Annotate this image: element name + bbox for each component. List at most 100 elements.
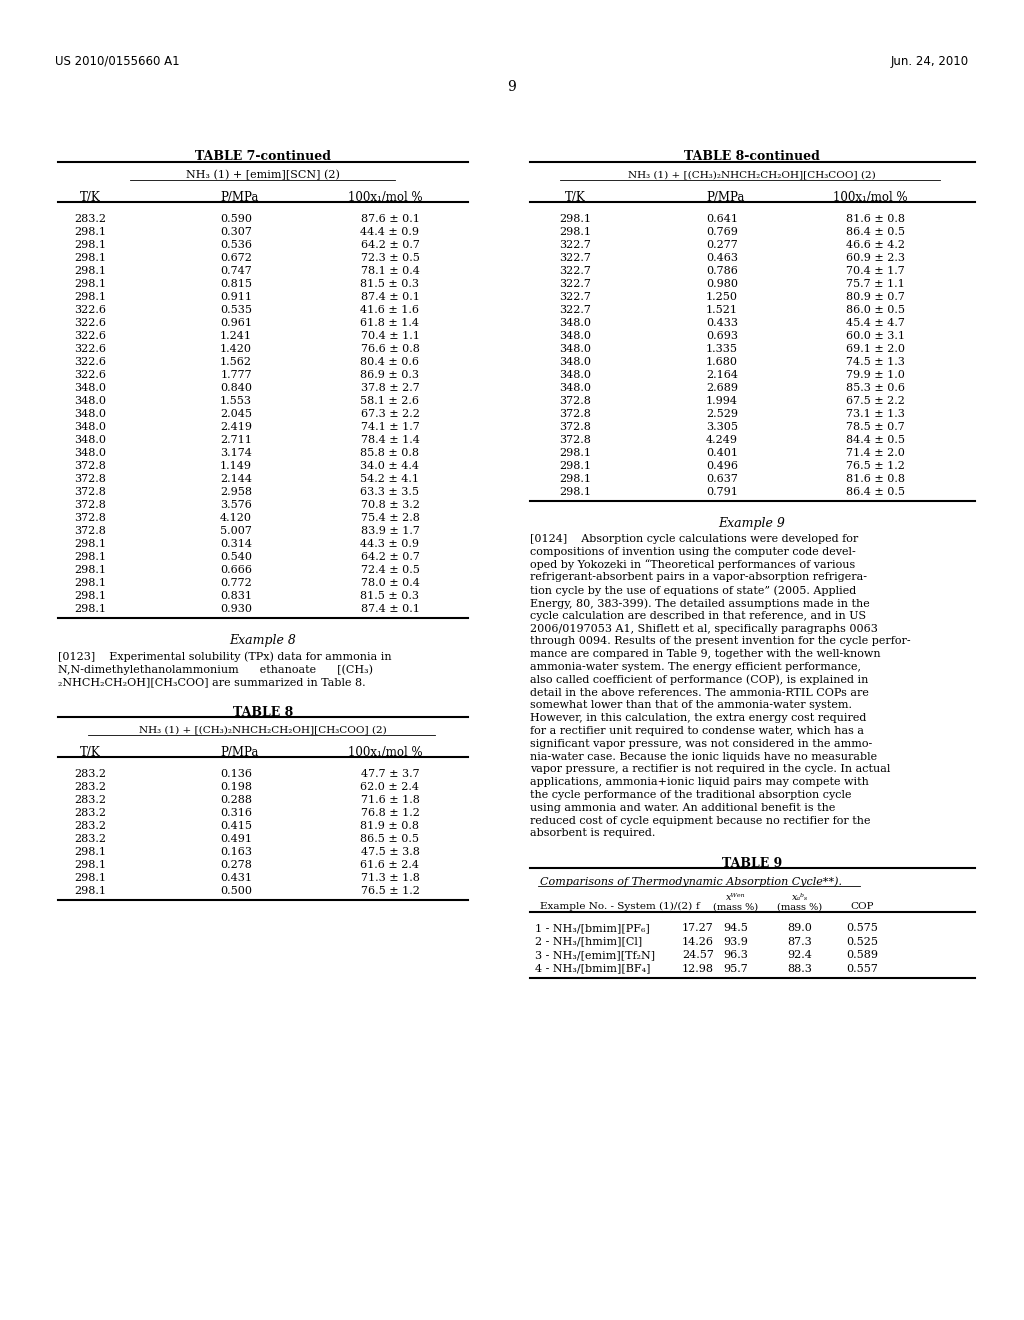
Text: 1.562: 1.562 (220, 356, 252, 367)
Text: 372.8: 372.8 (74, 461, 105, 471)
Text: 298.1: 298.1 (559, 214, 591, 224)
Text: 348.0: 348.0 (559, 383, 591, 393)
Text: Example No. - System (1)/(2): Example No. - System (1)/(2) (540, 902, 692, 911)
Text: oped by Yokozeki in “Theoretical performances of various: oped by Yokozeki in “Theoretical perform… (530, 560, 855, 570)
Text: somewhat lower than that of the ammonia-water system.: somewhat lower than that of the ammonia-… (530, 701, 852, 710)
Text: 89.0: 89.0 (787, 923, 812, 933)
Text: [0124]    Absorption cycle calculations were developed for: [0124] Absorption cycle calculations wer… (530, 535, 858, 544)
Text: 372.8: 372.8 (74, 513, 105, 523)
Text: 80.9 ± 0.7: 80.9 ± 0.7 (846, 292, 904, 302)
Text: 283.2: 283.2 (74, 821, 106, 832)
Text: 348.0: 348.0 (74, 383, 106, 393)
Text: 1.241: 1.241 (220, 331, 252, 341)
Text: 322.7: 322.7 (559, 253, 591, 263)
Text: 0.433: 0.433 (706, 318, 738, 327)
Text: 100x₁/mol %: 100x₁/mol % (348, 746, 422, 759)
Text: 0.693: 0.693 (706, 331, 738, 341)
Text: 78.4 ± 1.4: 78.4 ± 1.4 (360, 436, 420, 445)
Text: 64.2 ± 0.7: 64.2 ± 0.7 (360, 240, 420, 249)
Text: detail in the above references. The ammonia-RTIL COPs are: detail in the above references. The ammo… (530, 688, 869, 697)
Text: tion cycle by the use of equations of state” (2005. Applied: tion cycle by the use of equations of st… (530, 585, 856, 595)
Text: 47.7 ± 3.7: 47.7 ± 3.7 (360, 770, 419, 779)
Text: f: f (696, 902, 699, 911)
Text: 64.2 ± 0.7: 64.2 ± 0.7 (360, 552, 420, 562)
Text: 0.278: 0.278 (220, 861, 252, 870)
Text: TABLE 7-continued: TABLE 7-continued (195, 150, 331, 162)
Text: 0.277: 0.277 (707, 240, 738, 249)
Text: 298.1: 298.1 (74, 873, 106, 883)
Text: 298.1: 298.1 (74, 591, 106, 601)
Text: 348.0: 348.0 (559, 356, 591, 367)
Text: 0.316: 0.316 (220, 808, 252, 818)
Text: 0.540: 0.540 (220, 552, 252, 562)
Text: 298.1: 298.1 (74, 847, 106, 857)
Text: 3.576: 3.576 (220, 500, 252, 510)
Text: 45.4 ± 4.7: 45.4 ± 4.7 (846, 318, 904, 327)
Text: 348.0: 348.0 (74, 396, 106, 407)
Text: 61.8 ± 1.4: 61.8 ± 1.4 (360, 318, 420, 327)
Text: 298.1: 298.1 (74, 886, 106, 896)
Text: 72.3 ± 0.5: 72.3 ± 0.5 (360, 253, 420, 263)
Text: 0.536: 0.536 (220, 240, 252, 249)
Text: 0.525: 0.525 (846, 937, 878, 946)
Text: 348.0: 348.0 (559, 345, 591, 354)
Text: 81.9 ± 0.8: 81.9 ± 0.8 (360, 821, 420, 832)
Text: 37.8 ± 2.7: 37.8 ± 2.7 (360, 383, 420, 393)
Text: 86.9 ± 0.3: 86.9 ± 0.3 (360, 370, 420, 380)
Text: 298.1: 298.1 (559, 474, 591, 484)
Text: 0.491: 0.491 (220, 834, 252, 843)
Text: 81.5 ± 0.3: 81.5 ± 0.3 (360, 591, 420, 601)
Text: P/MPa: P/MPa (221, 191, 259, 205)
Text: 0.575: 0.575 (846, 923, 878, 933)
Text: 0.557: 0.557 (846, 964, 878, 974)
Text: 348.0: 348.0 (559, 318, 591, 327)
Text: 372.8: 372.8 (74, 474, 105, 484)
Text: 0.747: 0.747 (220, 267, 252, 276)
Text: 1 - NH₃/[bmim][PF₆]: 1 - NH₃/[bmim][PF₆] (535, 923, 650, 933)
Text: vapor pressure, a rectifier is not required in the cycle. In actual: vapor pressure, a rectifier is not requi… (530, 764, 891, 775)
Text: 61.6 ± 2.4: 61.6 ± 2.4 (360, 861, 420, 870)
Text: 75.7 ± 1.1: 75.7 ± 1.1 (846, 279, 904, 289)
Text: 372.8: 372.8 (74, 500, 105, 510)
Text: ammonia-water system. The energy efficient performance,: ammonia-water system. The energy efficie… (530, 663, 861, 672)
Text: 0.930: 0.930 (220, 605, 252, 614)
Text: 0.666: 0.666 (220, 565, 252, 576)
Text: 0.401: 0.401 (706, 447, 738, 458)
Text: 298.1: 298.1 (559, 227, 591, 238)
Text: 0.198: 0.198 (220, 781, 252, 792)
Text: ₂NHCH₂CH₂OH][CH₃COO] are summarized in Table 8.: ₂NHCH₂CH₂OH][CH₃COO] are summarized in T… (58, 677, 366, 686)
Text: 2.711: 2.711 (220, 436, 252, 445)
Text: compositions of invention using the computer code devel-: compositions of invention using the comp… (530, 546, 856, 557)
Text: 0.840: 0.840 (220, 383, 252, 393)
Text: NH₃ (1) + [emim][SCN] (2): NH₃ (1) + [emim][SCN] (2) (186, 170, 340, 181)
Text: 0.769: 0.769 (707, 227, 738, 238)
Text: 0.136: 0.136 (220, 770, 252, 779)
Text: 47.5 ± 3.8: 47.5 ± 3.8 (360, 847, 420, 857)
Text: mance are compared in Table 9, together with the well-known: mance are compared in Table 9, together … (530, 649, 881, 659)
Text: 76.5 ± 1.2: 76.5 ± 1.2 (360, 886, 420, 896)
Text: 81.6 ± 0.8: 81.6 ± 0.8 (846, 474, 904, 484)
Text: 5.007: 5.007 (220, 525, 252, 536)
Text: Jun. 24, 2010: Jun. 24, 2010 (891, 55, 969, 69)
Text: 372.8: 372.8 (559, 422, 591, 432)
Text: 0.590: 0.590 (220, 214, 252, 224)
Text: 12.98: 12.98 (682, 964, 714, 974)
Text: 83.9 ± 1.7: 83.9 ± 1.7 (360, 525, 420, 536)
Text: 0.772: 0.772 (220, 578, 252, 587)
Text: 75.4 ± 2.8: 75.4 ± 2.8 (360, 513, 420, 523)
Text: 1.994: 1.994 (706, 396, 738, 407)
Text: 0.535: 0.535 (220, 305, 252, 315)
Text: 67.3 ± 2.2: 67.3 ± 2.2 (360, 409, 420, 418)
Text: 93.9: 93.9 (724, 937, 749, 946)
Text: 0.672: 0.672 (220, 253, 252, 263)
Text: 0.496: 0.496 (706, 461, 738, 471)
Text: 87.6 ± 0.1: 87.6 ± 0.1 (360, 214, 420, 224)
Text: However, in this calculation, the extra energy cost required: However, in this calculation, the extra … (530, 713, 866, 723)
Text: 60.9 ± 2.3: 60.9 ± 2.3 (846, 253, 904, 263)
Text: 0.415: 0.415 (220, 821, 252, 832)
Text: applications, ammonia+ionic liquid pairs may compete with: applications, ammonia+ionic liquid pairs… (530, 777, 869, 787)
Text: 298.1: 298.1 (74, 253, 106, 263)
Text: 0.980: 0.980 (706, 279, 738, 289)
Text: 2.144: 2.144 (220, 474, 252, 484)
Text: 70.4 ± 1.7: 70.4 ± 1.7 (846, 267, 904, 276)
